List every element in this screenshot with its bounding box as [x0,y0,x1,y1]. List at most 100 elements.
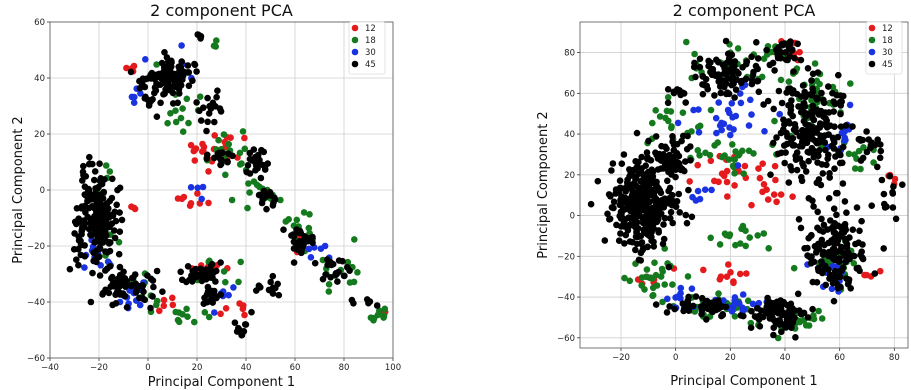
point-series-45 [830,297,838,305]
y-tick-label: 40 [564,130,575,140]
point-series-45 [77,251,85,259]
point-series-45 [100,211,108,219]
point-series-30 [307,253,315,261]
point-series-45 [801,109,809,117]
point-series-45 [205,110,213,117]
x-tick-label: 0 [145,363,150,373]
point-series-45 [608,167,615,174]
point-series-18 [185,119,192,127]
point-series-45 [106,247,114,255]
point-series-30 [305,245,313,253]
point-series-18 [845,150,853,158]
point-series-45 [788,315,796,323]
point-series-45 [664,177,671,185]
point-series-45 [643,182,651,190]
point-series-45 [899,181,906,188]
point-series-45 [91,176,98,184]
point-series-45 [838,243,845,251]
point-series-18 [731,313,739,320]
point-series-45 [634,233,642,241]
point-series-45 [89,269,96,277]
point-series-45 [816,226,824,234]
point-series-45 [819,251,827,258]
point-series-18 [811,60,819,67]
point-series-30 [674,119,682,127]
point-series-12 [891,175,899,183]
point-series-45 [681,167,688,175]
point-series-18 [855,147,863,155]
point-series-45 [204,94,211,102]
point-series-45 [842,122,850,129]
point-series-45 [683,219,691,227]
point-series-45 [587,200,595,208]
point-series-18 [236,149,244,157]
point-series-45 [266,188,274,196]
point-series-18 [661,281,668,288]
point-series-45 [373,302,381,309]
point-series-18 [818,315,826,322]
point-series-45 [626,238,634,245]
point-series-45 [616,212,623,220]
point-series-12 [700,266,707,274]
point-series-45 [794,40,801,48]
point-series-45 [339,257,346,265]
point-series-30 [741,306,748,313]
plot-frame [49,21,394,359]
point-series-45 [784,301,791,309]
point-series-30 [701,186,709,193]
point-series-45 [703,82,711,90]
point-series-45 [671,305,678,313]
point-series-45 [800,129,808,136]
legend: 12 18 30 45 [348,21,386,75]
point-series-45 [859,154,867,162]
point-series-30 [761,128,768,135]
point-series-12 [764,196,772,203]
point-series-45 [825,83,832,90]
point-series-12 [211,132,218,139]
x-tick-label: 20 [192,363,203,373]
x-tick-label: 40 [241,363,252,373]
point-series-18 [870,159,877,166]
point-series-45 [811,243,819,250]
point-series-18 [734,45,742,52]
x-tick-label: 40 [780,353,791,363]
point-series-30 [841,137,848,144]
point-series-45 [622,186,630,193]
point-series-45 [807,260,815,267]
point-series-45 [711,92,718,99]
point-series-45 [710,71,717,79]
point-series-12 [236,300,243,307]
point-series-45 [263,205,270,213]
point-series-45 [174,72,182,79]
point-series-45 [789,142,797,149]
point-series-45 [781,121,788,128]
point-series-45 [118,278,125,286]
point-series-45 [707,59,714,66]
point-series-45 [652,201,660,209]
point-series-18 [694,147,702,154]
point-series-45 [90,249,97,256]
point-series-45 [295,242,303,249]
legend-label: 45 [365,60,376,70]
point-series-45 [737,312,745,319]
point-series-45 [366,298,374,305]
point-series-45 [215,152,222,159]
x-tick-label: 60 [834,353,845,363]
point-series-30 [718,126,725,134]
point-series-45 [684,132,691,140]
point-series-45 [70,246,78,253]
point-series-12 [876,267,884,275]
point-series-45 [748,53,755,61]
legend-marker-18 [351,36,359,44]
point-series-30 [715,99,722,106]
point-series-45 [786,120,793,127]
point-series-45 [858,248,865,255]
point-series-12 [723,167,731,175]
point-series-45 [806,91,814,98]
point-series-45 [775,317,782,324]
point-series-45 [98,180,106,188]
point-series-45 [150,283,157,291]
point-series-45 [753,39,760,46]
point-series-45 [659,240,667,248]
point-series-30 [745,122,753,129]
